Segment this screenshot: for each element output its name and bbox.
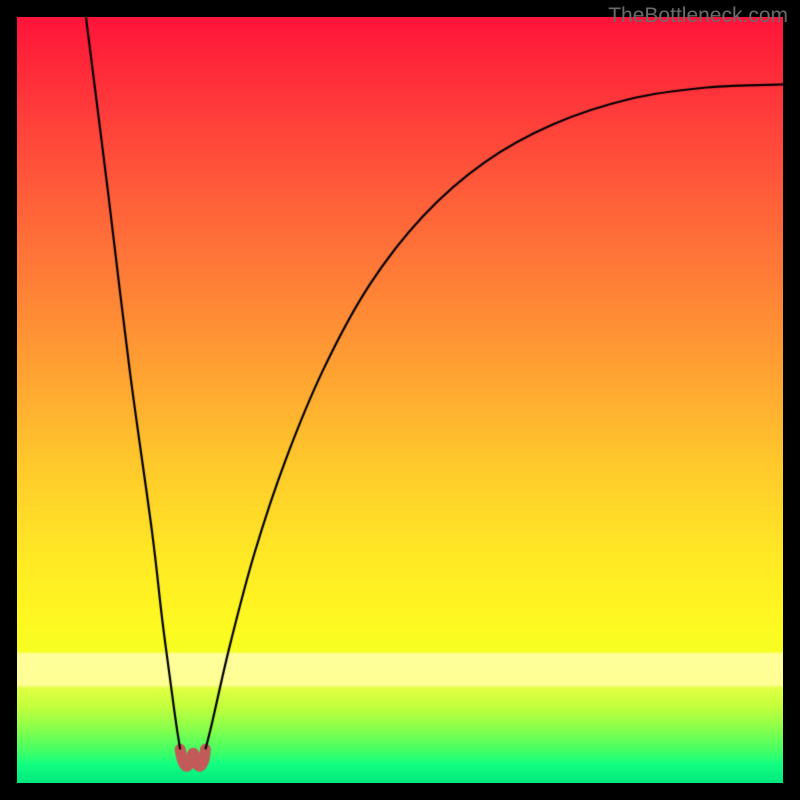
bottleneck-curve: [17, 17, 783, 783]
figure-container: TheBottleneck.com: [0, 0, 800, 800]
plot-area: [17, 17, 783, 783]
watermark-text: TheBottleneck.com: [608, 4, 788, 28]
